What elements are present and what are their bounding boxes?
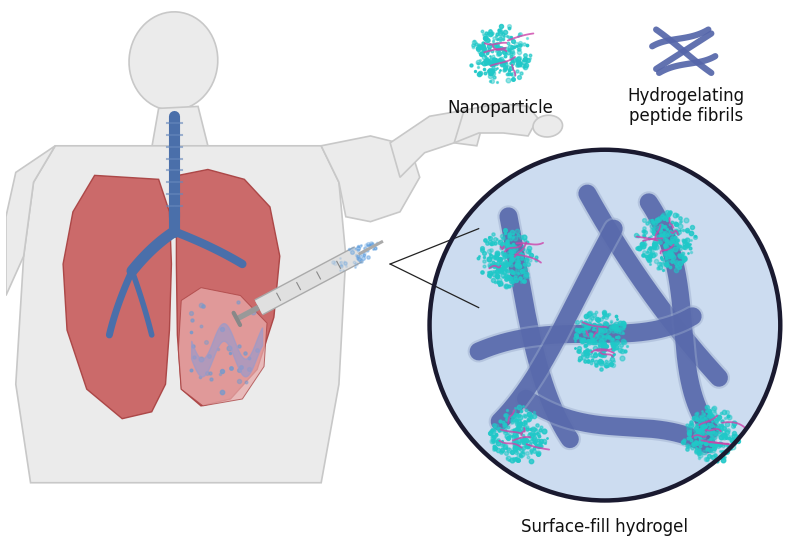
- Text: Nanoparticle: Nanoparticle: [447, 99, 554, 116]
- Text: Hydrogelating
peptide fibrils: Hydrogelating peptide fibrils: [627, 87, 744, 126]
- Polygon shape: [321, 136, 420, 222]
- Circle shape: [430, 150, 780, 501]
- Text: Surface-fill hydrogel: Surface-fill hydrogel: [522, 518, 689, 536]
- Polygon shape: [176, 169, 280, 406]
- Polygon shape: [6, 146, 55, 295]
- Ellipse shape: [533, 115, 562, 137]
- Polygon shape: [152, 106, 208, 148]
- Polygon shape: [454, 103, 538, 143]
- Ellipse shape: [129, 12, 218, 110]
- Polygon shape: [16, 146, 346, 483]
- Polygon shape: [178, 288, 267, 406]
- Polygon shape: [390, 110, 484, 177]
- Polygon shape: [63, 175, 171, 419]
